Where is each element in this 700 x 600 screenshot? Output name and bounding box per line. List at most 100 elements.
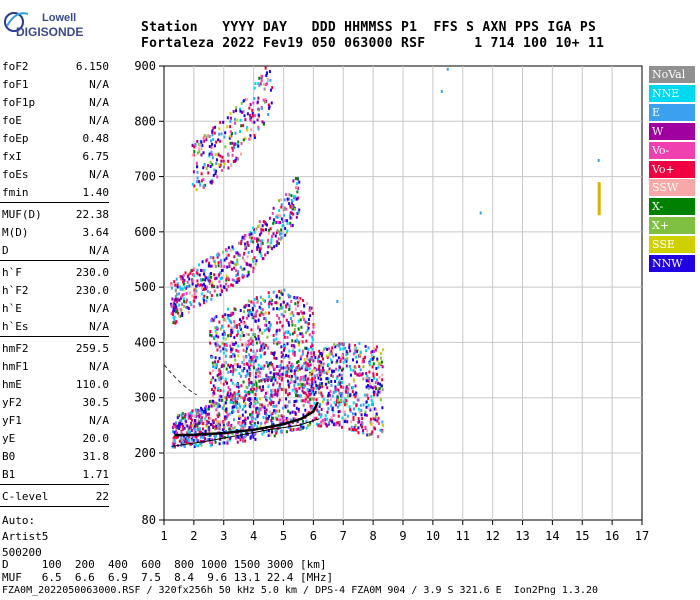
echo-point: [301, 315, 304, 319]
echo-point: [274, 416, 277, 420]
echo-point: [319, 372, 322, 376]
param-value: 31.8: [82, 450, 110, 463]
echo-point: [381, 430, 384, 434]
echo-point: [215, 161, 218, 165]
echo-point: [214, 417, 217, 421]
echo-point: [243, 237, 246, 241]
echo-point: [272, 338, 275, 342]
echo-point: [234, 368, 237, 372]
echo-point: [369, 417, 372, 421]
echo-point: [263, 346, 266, 350]
param-value: N/A: [89, 78, 109, 91]
echo-point: [258, 224, 261, 228]
echo-point: [359, 368, 362, 372]
echo-point: [244, 410, 247, 414]
echo-point: [272, 423, 275, 427]
echo-point: [216, 341, 219, 345]
echo-point: [353, 346, 356, 350]
echo-point: [342, 418, 345, 422]
echo-point: [245, 393, 248, 397]
echo-point: [262, 342, 265, 346]
echo-point: [376, 419, 379, 423]
echo-point: [327, 362, 330, 366]
echo-point: [183, 304, 186, 308]
echo-point: [236, 440, 239, 444]
echo-point: [318, 384, 321, 388]
echo-point: [258, 108, 261, 112]
echo-point: [304, 374, 307, 378]
echo-point: [220, 434, 223, 438]
echo-point: [292, 349, 295, 353]
echo-point: [235, 324, 238, 328]
echo-point: [277, 220, 280, 224]
echo-point: [365, 377, 368, 381]
echo-point: [374, 348, 377, 352]
echo-point: [234, 436, 237, 440]
echo-point: [238, 318, 241, 322]
logo-line2: DIGISONDE: [16, 25, 84, 39]
echo-point: [231, 153, 234, 157]
echo-point: [217, 426, 220, 430]
echo-point: [368, 361, 371, 365]
echo-point: [272, 206, 275, 210]
echo-point: [208, 135, 211, 139]
echo-point: [252, 364, 255, 368]
echo-point: [255, 259, 258, 263]
echo-point: [276, 241, 279, 245]
param-label: C-level: [2, 490, 49, 503]
echo-point: [268, 106, 271, 110]
echo-point: [243, 396, 246, 400]
echo-point: [259, 247, 262, 251]
echo-point: [280, 429, 283, 433]
echo-point: [353, 428, 356, 432]
echo-point: [218, 163, 221, 167]
echo-point: [197, 444, 200, 448]
param-label: foE: [2, 114, 22, 127]
echo-point: [253, 423, 256, 427]
echo-point: [223, 135, 226, 139]
param-label: h`Es: [2, 320, 29, 333]
echo-point: [203, 164, 206, 168]
echo-point: [220, 132, 223, 136]
echo-point: [288, 385, 291, 389]
echo-point: [228, 427, 231, 431]
echo-point: [370, 422, 373, 426]
echo-point: [306, 395, 309, 399]
echo-point: [309, 378, 312, 382]
echo-point: [211, 399, 214, 403]
echo-point: [275, 404, 278, 408]
echo-point: [229, 350, 232, 354]
echo-point: [224, 401, 227, 405]
echo-point: [328, 367, 331, 371]
echo-point: [266, 346, 269, 350]
echo-point: [248, 263, 251, 267]
echo-point: [219, 271, 222, 275]
echo-point: [289, 428, 292, 432]
model-curve: [171, 418, 320, 447]
echo-point: [303, 361, 306, 365]
echo-point: [247, 272, 250, 276]
echo-point: [370, 350, 373, 354]
echo-point: [271, 247, 274, 251]
echo-point: [259, 295, 262, 299]
echo-point: [208, 437, 211, 441]
echo-point: [199, 439, 202, 443]
echo-point: [354, 349, 357, 353]
echo-point: [216, 253, 219, 257]
echo-point: [212, 256, 215, 260]
echo-point: [306, 301, 309, 305]
echo-point: [313, 366, 316, 370]
echo-point: [212, 173, 215, 177]
echo-point: [282, 314, 285, 318]
echo-point: [296, 190, 299, 194]
echo-point: [253, 136, 256, 140]
echo-point: [340, 391, 343, 395]
echo-point: [213, 289, 216, 293]
echo-point: [200, 140, 203, 144]
echo-point: [333, 401, 336, 405]
echo-point: [348, 349, 351, 353]
echo-point: [194, 295, 197, 299]
echo-point: [214, 329, 217, 333]
echo-point: [269, 371, 272, 375]
echo-point: [311, 347, 314, 351]
